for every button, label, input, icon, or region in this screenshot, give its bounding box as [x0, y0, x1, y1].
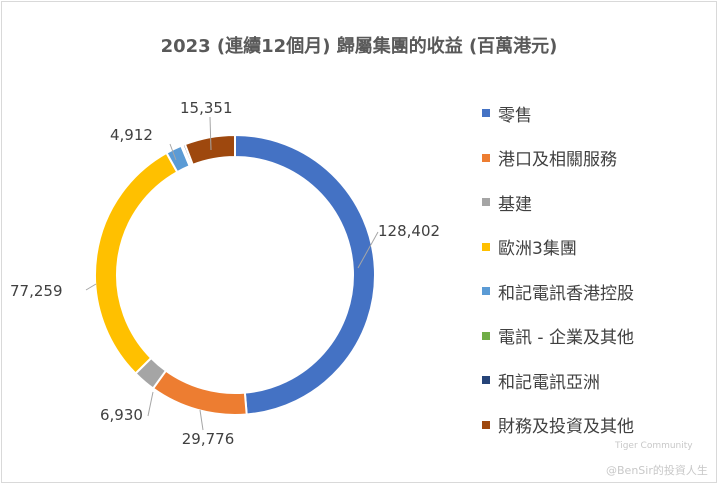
legend-label-4: 和記電訊香港控股	[498, 283, 634, 304]
slice-1	[151, 369, 248, 416]
legend-label-1: 港口及相關服務	[498, 150, 617, 170]
legend-item-5: 電訊 - 企業及其他	[482, 323, 634, 349]
leader-line-2	[147, 391, 154, 417]
watermark-community: Tiger Community	[615, 441, 693, 451]
slice-3	[94, 151, 179, 375]
legend-swatch-2	[482, 198, 490, 206]
leader-line-0	[357, 231, 379, 269]
legend-label-0: 零售	[498, 105, 532, 126]
legend-label-3: 歐洲3集團	[498, 239, 577, 259]
legend-label-7: 財務及投資及其他	[498, 417, 634, 437]
legend-swatch-1	[482, 153, 490, 162]
legend-label-2: 基建	[498, 194, 532, 215]
leader-line-1	[199, 409, 204, 431]
legend-swatch-5	[482, 331, 490, 340]
data-label-7: 15,351	[180, 99, 233, 117]
legend-label-5: 電訊 - 企業及其他	[498, 328, 634, 348]
legend-swatch-4	[482, 287, 490, 295]
legend-item-3: 歐洲3集團	[482, 234, 577, 260]
leader-line-3	[85, 283, 97, 291]
legend-swatch-7	[482, 420, 490, 429]
leader-line-5	[209, 116, 212, 151]
data-label-0: 128,402	[378, 222, 440, 240]
leader-line-4	[169, 143, 177, 161]
data-label-2: 6,930	[100, 406, 143, 424]
legend-swatch-3	[482, 242, 490, 251]
legend-item-0: 零售	[482, 100, 532, 126]
legend-item-7: 財務及投資及其他	[482, 412, 634, 438]
watermark-author: @BenSir的投資人生	[606, 464, 708, 477]
legend-item-6: 和記電訊亞洲	[482, 367, 600, 393]
legend-swatch-6	[482, 376, 490, 384]
legend-label-6: 和記電訊亞洲	[498, 372, 600, 393]
data-label-3: 77,259	[10, 282, 63, 300]
legend-swatch-0	[482, 109, 490, 117]
slice-0	[234, 133, 376, 416]
data-label-1: 29,776	[182, 430, 235, 448]
chart-title: 2023 (連續12個月) 歸屬集團的收益 (百萬港元)	[160, 36, 558, 57]
legend-item-4: 和記電訊香港控股	[482, 278, 634, 304]
slice-7	[183, 133, 236, 167]
data-label-4: 4,912	[110, 126, 153, 144]
legend-item-2: 基建	[482, 189, 532, 215]
legend-item-1: 港口及相關服務	[482, 145, 617, 171]
